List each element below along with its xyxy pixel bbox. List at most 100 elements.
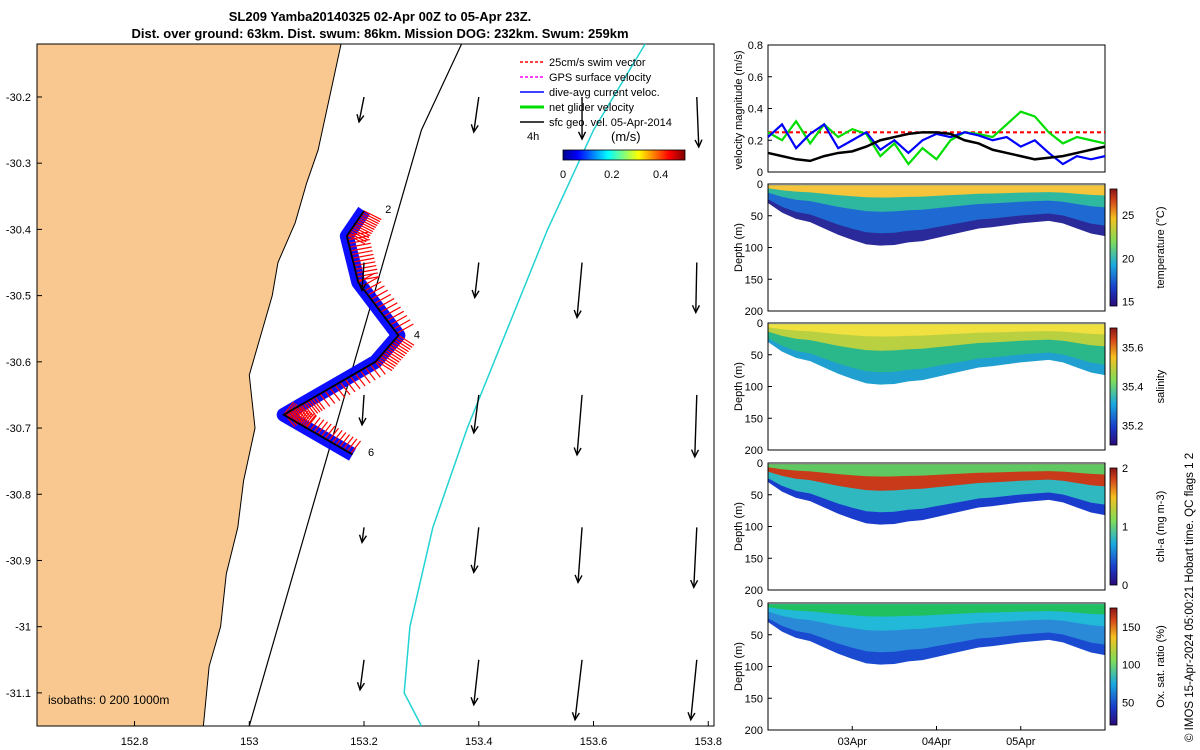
map-x-tick-label: 153.6	[580, 736, 608, 748]
profile-y-tick-label: 0	[757, 598, 763, 610]
swim-vector	[374, 293, 392, 305]
sfc-vector	[695, 262, 698, 313]
map-colorbar-title: (m/s)	[611, 129, 641, 144]
sfc-vector-head	[687, 712, 696, 722]
sfc-vector-head	[358, 534, 368, 544]
profile-colorbar-tick-label: 35.4	[1122, 382, 1143, 394]
swim-vector	[354, 373, 366, 387]
profile-layer-surface	[768, 185, 1105, 198]
profile-y-tick-label: 100	[745, 662, 763, 674]
swim-vector	[319, 393, 331, 407]
sfc-vector	[361, 527, 365, 543]
swim-vector	[361, 214, 379, 225]
profile-y-tick-label: 200	[745, 306, 763, 318]
map-colorbar	[562, 149, 686, 161]
profile-colorbar-label: temperature (°C)	[1155, 206, 1167, 288]
sfc-vector	[473, 527, 480, 573]
profile-y-tick-label: 200	[745, 725, 763, 737]
swim-vector	[349, 376, 361, 390]
velocity-y-tick-label: 0.4	[748, 104, 763, 116]
swim-vector	[354, 224, 372, 235]
profile-colorbar-label: salinity	[1155, 369, 1167, 403]
swim-vector	[364, 281, 382, 292]
profile-y-tick-label: 100	[745, 382, 763, 394]
swim-vector	[329, 387, 341, 401]
profile-y-tick-label: 100	[745, 522, 763, 534]
swim-vector	[324, 390, 336, 404]
swim-vector	[352, 226, 371, 237]
profile-y-tick-label: 0	[757, 179, 763, 191]
swim-vector	[396, 323, 414, 334]
swim-vector	[383, 351, 400, 363]
swim-vector	[328, 427, 339, 442]
swim-vector	[381, 353, 398, 365]
legend-label: 25cm/s swim vector	[549, 57, 646, 69]
map-y-tick-label: -30.8	[6, 489, 31, 501]
sfc-vector	[358, 96, 365, 123]
map-x-tick-labels: 152.8 153 153.2 153.4 153.6 153.8	[121, 721, 722, 748]
swim-vector	[361, 276, 379, 288]
swim-vector	[347, 234, 366, 245]
velocity-y-tick-label: 0.2	[748, 135, 763, 147]
swim-vector	[346, 231, 369, 237]
sfc-vector	[576, 394, 583, 455]
swim-vector	[301, 412, 313, 426]
profile-y-label: Depth (m)	[733, 502, 745, 551]
sfc-vector-head	[691, 304, 701, 315]
sfc-vector-head	[470, 124, 479, 134]
sfc-vector-head	[690, 449, 700, 459]
sfc-vector-head	[471, 289, 480, 300]
swim-vector	[339, 434, 351, 448]
velocity-y-tick-label: 0.8	[748, 40, 763, 52]
swim-vector	[303, 413, 315, 427]
map-y-tick-labels: -30.2 -30.3 -30.4 -30.5 -30.6 -30.7 -30.8 -30.9…	[6, 92, 42, 700]
chart-title-line-1: SL209 Yamba20140325 02-Apr 00Z to 05-Apr…	[228, 9, 532, 24]
map-colorbar-tick-label: 0.4	[653, 169, 668, 181]
swim-vector	[320, 423, 332, 437]
swim-vector	[314, 396, 326, 410]
sfc-vector	[577, 527, 583, 583]
swim-vector	[394, 339, 411, 350]
sfc-vector-head	[571, 711, 580, 722]
profile-y-tick-label: 150	[745, 693, 763, 705]
net-track-line	[281, 210, 400, 456]
swim-vector	[347, 235, 369, 241]
map-y-tick-label: -30.2	[6, 92, 31, 104]
sfc-vector	[361, 262, 365, 291]
swim-vector	[297, 410, 309, 424]
swim-vector	[331, 429, 343, 444]
swim-vector	[357, 272, 376, 283]
map-y-tick-label: -31	[15, 622, 31, 634]
map-y-tick-label: -30.5	[6, 291, 31, 303]
velocity-axes-box	[767, 44, 1106, 173]
track-day-label: 6	[368, 447, 374, 459]
sfc-vector-head	[573, 447, 582, 457]
swim-vector	[350, 246, 372, 252]
swim-vector	[377, 358, 395, 370]
sfc-vector	[694, 394, 698, 457]
swim-vector	[379, 356, 396, 367]
profile-y-tick-label: 200	[745, 585, 763, 597]
profile-y-tick-label: 200	[745, 445, 763, 457]
swim-vector	[344, 378, 356, 393]
legend-label: net glider velocity	[549, 102, 634, 114]
isobath-label: isobaths: 0 200 1000m	[48, 693, 169, 707]
sfc-vector	[361, 394, 365, 425]
land-area	[36, 43, 342, 727]
swim-vector	[369, 364, 381, 378]
sfc-vector	[359, 659, 365, 690]
swim-vector	[393, 319, 411, 330]
sfc-vector-head	[356, 114, 365, 124]
profile-y-tick-label: 150	[745, 553, 763, 565]
map-x-tick-label: 153.4	[465, 736, 493, 748]
profile-panel: 0 50 100 150 200 Depth (m) 50 100 150 Ox. sat. ra…	[733, 598, 1167, 737]
swim-vector	[324, 425, 336, 440]
time-x-tick-label: 05Apr	[1006, 736, 1036, 748]
profile-colorbar-tick-label: 1	[1122, 522, 1128, 534]
map-y-tick-label: -30.6	[6, 357, 31, 369]
legend-label: dive-avg current veloc.	[549, 87, 660, 99]
sfc-vector-head	[358, 282, 367, 293]
swim-vector	[309, 399, 321, 413]
swim-vector	[346, 438, 358, 452]
